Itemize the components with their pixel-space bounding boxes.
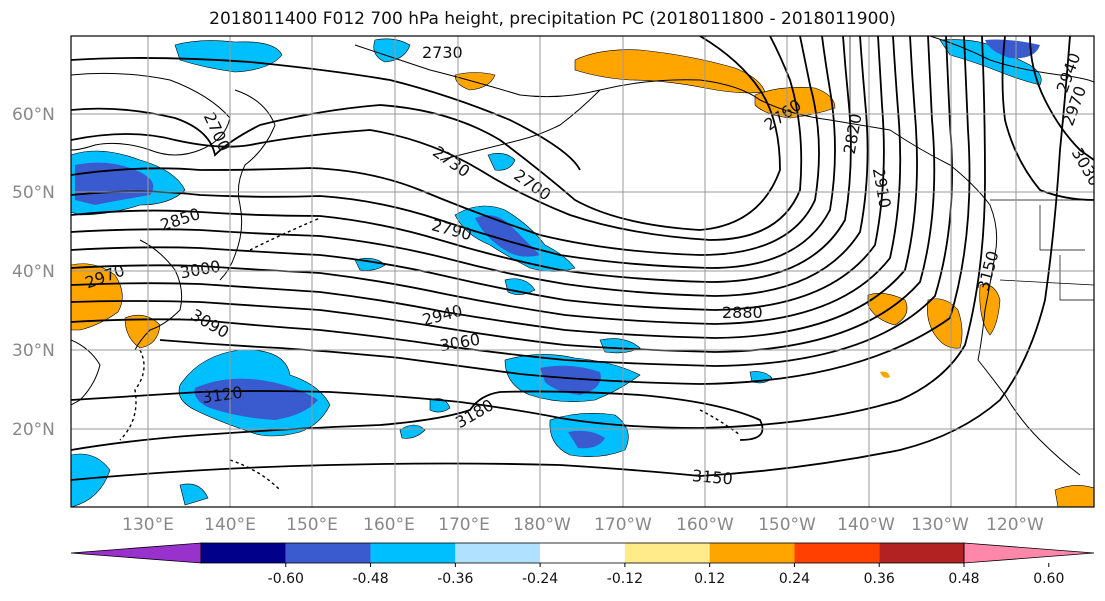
colorbar-tick-label: 0.60 — [1033, 571, 1064, 587]
precip-patch — [71, 263, 123, 331]
coastline-korea — [71, 339, 101, 406]
contour-label: 2880 — [722, 303, 763, 322]
lon-label: 140°E — [204, 515, 256, 535]
colorbar-tick-label: -0.12 — [607, 571, 643, 587]
colorbar-tick-label: 0.48 — [948, 571, 979, 587]
lon-label: 130°W — [911, 515, 969, 535]
island-chain — [699, 409, 741, 436]
contour-label: 2730 — [422, 43, 463, 62]
contour-label: 3150 — [691, 466, 733, 488]
precip-patch — [487, 153, 516, 171]
precip-patch — [124, 314, 161, 349]
precip-patch — [71, 453, 111, 507]
colorbar-tick-label: 0.24 — [779, 571, 810, 587]
colorbar-segment — [794, 543, 880, 563]
coastline-asia — [71, 72, 231, 156]
precip-patch — [179, 483, 209, 506]
precip-patch — [174, 40, 283, 73]
lon-label: 160°E — [363, 515, 415, 535]
longitude-labels: 130°E 140°E 150°E 160°E 170°E 180°W 170°… — [122, 515, 1044, 535]
lon-label: 150°E — [286, 515, 338, 535]
colorbar-segment — [455, 543, 541, 563]
colorbar-extend-low — [70, 542, 202, 564]
coastline-na-west — [889, 129, 998, 361]
height-contour — [71, 36, 836, 269]
colorbar-tick-label: -0.24 — [522, 571, 558, 587]
coastline-canada — [929, 36, 1094, 83]
colorbar-segment — [370, 543, 456, 563]
height-contour — [71, 57, 581, 171]
lon-label: 140°W — [837, 515, 895, 535]
colorbar-segment — [624, 543, 710, 563]
latitude-labels: 60°N 50°N 40°N 30°N 20°N — [12, 105, 55, 440]
colorbar-segment — [285, 543, 371, 563]
precip-patch — [373, 38, 411, 63]
precip-patch — [354, 258, 386, 271]
border-line — [1059, 255, 1094, 301]
precip-patch — [979, 284, 1001, 336]
height-contour — [71, 36, 902, 325]
coastline-alaska — [354, 44, 891, 131]
precip-patch — [568, 430, 605, 449]
height-contour — [1029, 36, 1094, 161]
lon-label: 170°E — [438, 515, 490, 535]
precip-patch — [75, 162, 154, 205]
lon-label: 130°E — [122, 515, 174, 535]
coastline-baja — [977, 359, 1081, 476]
island-chain — [119, 349, 145, 441]
colorbar-tick-label: -0.60 — [268, 571, 304, 587]
coastlines — [71, 36, 1094, 476]
map-title: 2018011400 F012 700 hPa height, precipit… — [0, 9, 1105, 29]
colorbar-segment — [879, 543, 964, 563]
colorbar: -0.60 -0.48 -0.36 -0.24 -0.12 0.12 0.24 0.36 0.4… — [70, 542, 1095, 587]
border-line — [1039, 205, 1085, 251]
height-contour — [71, 36, 781, 231]
map-frame — [70, 35, 1095, 508]
height-contour — [71, 36, 1071, 481]
island-chain — [229, 459, 281, 491]
colorbar-outline — [200, 542, 965, 564]
colorbar-extend-high — [963, 542, 1095, 564]
lon-label: 150°W — [758, 515, 816, 535]
height-contour — [71, 36, 918, 339]
precip-patch — [880, 371, 890, 378]
height-contour — [71, 36, 885, 311]
coastline-japan — [134, 239, 183, 351]
precip-patch — [540, 365, 601, 395]
lon-label: 160°W — [676, 515, 734, 535]
height-contour — [71, 36, 869, 297]
height-contour — [71, 36, 852, 283]
colorbar-segment — [201, 543, 286, 563]
coastline-alaska-peninsula — [439, 89, 601, 161]
precip-patch — [194, 378, 318, 420]
precip-patch — [399, 424, 426, 439]
colorbar-tick-label: -0.48 — [352, 571, 388, 587]
colorbar-tick-label: 0.12 — [694, 571, 725, 587]
colorbar-tick-label: -0.36 — [437, 571, 473, 587]
lat-label: 20°N — [12, 420, 55, 440]
precip-patch — [1054, 485, 1094, 507]
map-title-text: 2018011400 F012 700 hPa height, precipit… — [209, 9, 896, 29]
height-contour — [71, 36, 936, 353]
lat-label: 30°N — [12, 341, 55, 361]
precip-patch — [927, 298, 963, 349]
lat-label: 60°N — [12, 105, 55, 125]
height-contour — [71, 390, 764, 451]
lon-label: 170°W — [594, 515, 652, 535]
colorbar-tick-label: 0.36 — [864, 571, 895, 587]
lon-label: 120°W — [986, 515, 1044, 535]
colorbar-segment — [709, 543, 795, 563]
lat-label: 50°N — [12, 183, 55, 203]
height-contour — [1001, 36, 1094, 201]
gridlines — [71, 36, 1094, 507]
lon-label: 180°W — [513, 515, 571, 535]
lat-label: 40°N — [12, 262, 55, 282]
precip-patch — [429, 398, 451, 413]
height-contour — [71, 36, 986, 429]
precip-patch — [985, 39, 1040, 59]
colorbar-segment — [540, 543, 625, 563]
